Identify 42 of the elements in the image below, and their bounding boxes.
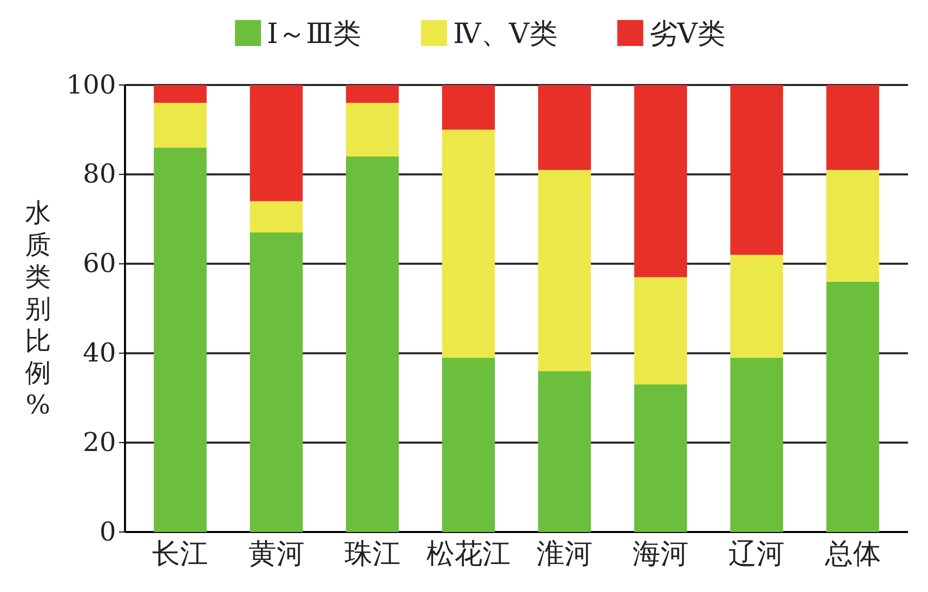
y-axis-title: 水质类别比例% — [25, 198, 51, 420]
x-tick-label: 松花江 — [426, 537, 510, 570]
y-tick-label: 40 — [82, 338, 116, 369]
legend-label: Ⅰ～Ⅲ类 — [267, 17, 362, 50]
bar — [346, 85, 399, 103]
bar — [826, 85, 880, 170]
x-tick-label: 辽河 — [728, 537, 785, 570]
bar — [538, 170, 591, 372]
x-tick-label: 长江 — [152, 537, 208, 570]
bar — [634, 85, 688, 278]
bar — [250, 201, 303, 233]
bar — [538, 371, 591, 532]
legend-label: Ⅳ、Ⅴ类 — [453, 17, 558, 50]
bar — [442, 358, 495, 532]
x-tick-label: 珠江 — [344, 537, 400, 570]
bar — [154, 102, 207, 148]
bar — [730, 358, 784, 532]
x-tick-label: 海河 — [632, 537, 689, 570]
bar — [346, 156, 399, 532]
y-tick-label: 0 — [99, 517, 116, 548]
x-tick-label: 淮河 — [536, 537, 593, 570]
bar — [826, 282, 880, 532]
bar — [634, 384, 688, 532]
bar — [634, 277, 688, 384]
x-tick-label: 黄河 — [248, 537, 304, 570]
y-tick-label: 80 — [82, 160, 116, 190]
x-tick-label: 总体 — [824, 537, 881, 570]
y-tick-label: 20 — [82, 428, 116, 458]
y-tick-label: 60 — [82, 249, 116, 280]
bar — [250, 85, 303, 202]
bar — [442, 85, 495, 130]
bar — [730, 85, 784, 255]
legend-label: 劣Ⅴ类 — [649, 17, 726, 50]
bar — [346, 102, 399, 157]
bar — [154, 148, 207, 532]
bar — [730, 254, 784, 358]
y-tick-label: 100 — [66, 70, 116, 100]
bar — [826, 170, 880, 282]
bar — [154, 85, 207, 103]
bar — [538, 85, 591, 170]
bar — [250, 232, 303, 532]
bar — [442, 130, 495, 358]
